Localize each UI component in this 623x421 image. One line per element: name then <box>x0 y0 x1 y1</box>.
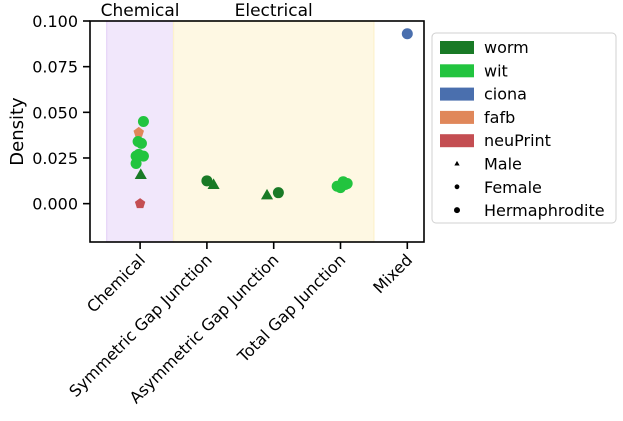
y-tick-label: 0.000 <box>32 195 78 214</box>
y-tick-label: 0.075 <box>32 58 78 77</box>
legend-box <box>431 32 617 224</box>
legend-swatch-neuprint <box>440 134 474 148</box>
point-wit-hermaphrodite <box>130 157 142 169</box>
point-worm-male <box>260 188 274 200</box>
point-wit-hermaphrodite <box>137 115 149 127</box>
x-tick-label: Chemical <box>83 250 149 316</box>
y-tick-label: 0.100 <box>32 12 78 31</box>
point-worm-hermaphrodite <box>201 175 213 187</box>
point-fafb-female <box>133 126 144 137</box>
y-axis: 0.000 0.025 0.050 0.075 0.100 <box>32 12 90 214</box>
point-ciona-hermaphrodite <box>401 28 413 40</box>
legend-label-male: Male <box>484 155 522 174</box>
x-tick-label: Mixed <box>369 250 416 297</box>
legend-label-fafb: fafb <box>484 108 515 127</box>
point-wit-hermaphrodite <box>133 148 145 160</box>
legend-swatch-wit <box>440 64 474 78</box>
point-worm-male <box>134 168 147 179</box>
point-worm-hermaphrodite <box>272 187 284 199</box>
legend-swatch-ciona <box>440 87 474 101</box>
legend-label-worm: worm <box>484 38 529 57</box>
data-points <box>130 28 413 209</box>
legend-marker-hermaphrodite <box>454 207 460 214</box>
point-wit-hermaphrodite <box>135 137 147 149</box>
legend-label-female: Female <box>484 178 542 197</box>
legend-label-ciona: ciona <box>484 85 527 104</box>
legend-marker-female <box>454 184 460 190</box>
region-label-electrical: Electrical <box>235 1 313 21</box>
region-shading <box>106 20 375 243</box>
point-neuPrint-female <box>134 198 146 209</box>
legend: worm wit ciona fafb neuPrint Male Female Hermap… <box>431 32 617 224</box>
point-wit-hermaphrodite <box>341 178 353 190</box>
legend-label-wit: wit <box>484 61 508 80</box>
region-label-chemical: Chemical <box>101 1 180 21</box>
legend-label-hermaphrodite: Hermaphrodite <box>484 201 605 220</box>
y-axis-label: Density <box>7 97 28 166</box>
point-worm-male <box>207 178 220 190</box>
legend-swatch-fafb <box>440 110 474 124</box>
region-labels: Chemical Electrical <box>101 1 313 21</box>
y-tick-label: 0.025 <box>32 149 78 168</box>
legend-marker-male <box>454 160 460 166</box>
legend-swatch-worm <box>440 41 474 54</box>
y-tick-label: 0.050 <box>32 103 78 122</box>
region-electrical <box>172 20 375 243</box>
legend-label-neuprint: neuPrint <box>484 131 551 150</box>
plot-frame <box>89 20 425 243</box>
